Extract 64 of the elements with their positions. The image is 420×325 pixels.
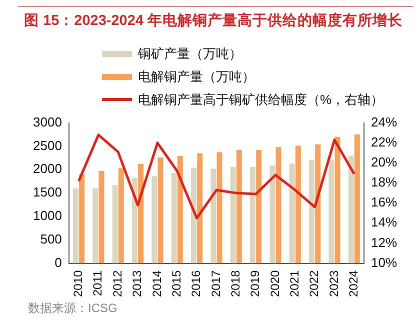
bar [197,153,203,264]
bar [256,150,262,264]
bar [132,178,138,264]
y-tick-label: 2000 [33,161,62,176]
bar [328,160,334,264]
bar [92,188,98,264]
y2-tick-label: 24% [370,114,398,130]
x-tick-label: 2012 [110,270,124,298]
bar [295,146,301,264]
bar [230,166,236,264]
bar [152,176,158,264]
y-tick-label: 1000 [33,208,62,224]
bar [236,150,242,264]
bar [158,157,164,264]
y2-tick-label: 22% [370,134,398,150]
x-tick-label: 2021 [287,270,302,298]
x-tick-label: 2013 [130,270,144,298]
bar [171,172,177,264]
bar [138,164,144,264]
y2-tick-label: 16% [370,194,398,210]
x-tick-label: 2011 [90,270,105,296]
y-tick-label: 500 [40,231,62,246]
legend-label: 铜矿产量（万吨） [138,44,242,62]
source-note: 数据来源：ICSG [28,300,118,317]
x-tick-label: 2018 [228,270,242,298]
y-tick-label: 1500 [33,184,62,200]
legend-label: 电解铜产量（万吨） [138,68,255,86]
bar [354,134,360,264]
bar [334,136,340,264]
bar [190,168,196,264]
y2-tick-label: 12% [370,234,398,250]
y2-tick-label: 20% [370,154,398,170]
bar [177,156,183,264]
bar [348,156,354,264]
bar [72,188,78,264]
bar [79,174,85,264]
bar [98,171,104,264]
bar [309,160,314,264]
bar [118,168,124,264]
bar [250,166,256,264]
legend-label: 电解铜产量高于铜矿供给幅度（%，右轴） [138,90,384,108]
x-tick-label: 2022 [307,270,322,298]
chart-title: 图 15：2023-2024 年电解铜产量高于供给的幅度有所增长 [24,11,403,30]
y2-tick-label: 18% [370,174,398,190]
bar [210,168,216,264]
bar [315,144,321,264]
y2-tick-label: 14% [370,214,398,230]
y-tick-label: 3000 [33,114,62,130]
x-tick-label: 2017 [208,270,223,298]
x-tick-label: 2024 [346,270,360,298]
x-tick-label: 2019 [248,270,262,298]
bar [289,164,295,264]
x-tick-label: 2014 [150,270,164,298]
bar [112,185,118,264]
y-tick-label: 0 [54,254,62,270]
bar [270,165,276,264]
x-tick-label: 2020 [268,270,282,298]
x-tick-label: 2010 [71,270,86,298]
x-tick-label: 2023 [326,270,341,298]
bar [276,147,282,264]
y2-tick-label: 10% [370,254,398,270]
y-tick-label: 2500 [33,138,62,153]
x-tick-label: 2015 [169,270,184,298]
x-tick-label: 2016 [189,270,204,298]
